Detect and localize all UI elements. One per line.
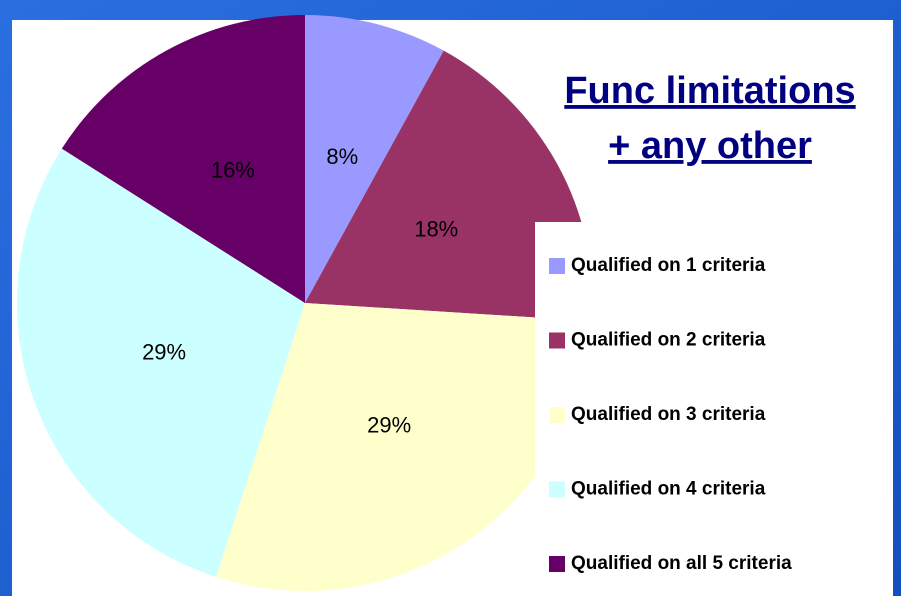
pie-slice (16, 148, 306, 577)
legend: Qualified on 1 criteria Qualified on 2 cr… (549, 255, 792, 574)
legend-swatch (549, 258, 565, 274)
pie-slice (216, 303, 593, 591)
data-label: 18% (414, 217, 458, 242)
legend-label: Qualified on all 5 criteria (571, 553, 792, 574)
legend-label: Qualified on 3 criteria (571, 404, 766, 425)
legend-label: Qualified on 1 criteria (571, 255, 766, 276)
pie-slice (305, 50, 593, 322)
data-label: 8% (326, 144, 358, 169)
legend-swatch (549, 556, 565, 572)
pie-slice (61, 15, 305, 303)
chart-title: + any other (608, 125, 812, 167)
legend-swatch (549, 332, 565, 349)
pie: 8% 18% 29% 29% 16% (16, 15, 593, 591)
pie-slice (305, 15, 444, 303)
legend-label: Qualified on 2 criteria (571, 330, 766, 351)
legend-box (535, 222, 893, 596)
data-label: 29% (367, 413, 411, 438)
legend-swatch (549, 407, 565, 423)
data-label: 16% (211, 158, 255, 183)
chart-title: Func limitations (564, 70, 855, 112)
legend-swatch (549, 481, 565, 498)
legend-label: Qualified on 4 criteria (571, 479, 766, 500)
data-label: 29% (142, 340, 186, 365)
